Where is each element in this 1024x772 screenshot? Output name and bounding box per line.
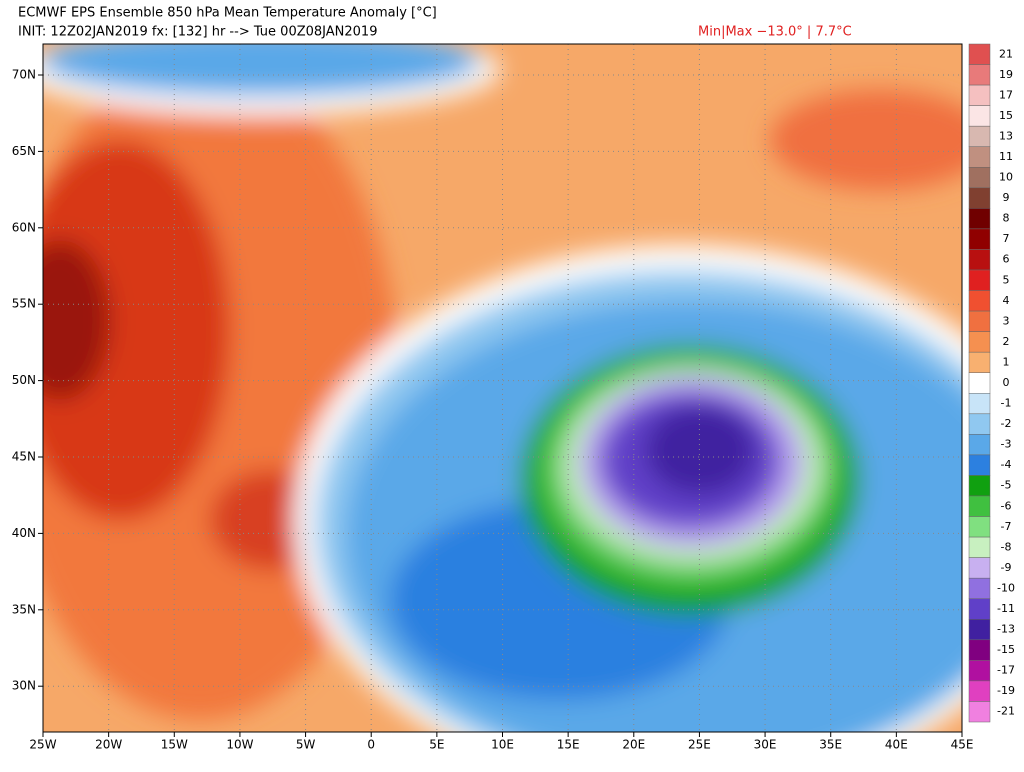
colorbar-label: 1 bbox=[1003, 355, 1010, 368]
min-max: Min|Max −13.0° | 7.7°C bbox=[698, 25, 852, 40]
colorbar-swatch bbox=[968, 208, 991, 230]
colorbar-label: 7 bbox=[1003, 232, 1010, 245]
colorbar-label: 0 bbox=[1003, 376, 1010, 389]
colorbar-swatch bbox=[968, 680, 991, 702]
colorbar-swatch bbox=[968, 228, 991, 250]
lon-label: 35E bbox=[819, 738, 842, 752]
colorbar-swatch bbox=[968, 454, 991, 476]
title: ECMWF EPS Ensemble 850 hPa Mean Temperat… bbox=[18, 6, 437, 21]
colorbar-label: 6 bbox=[1003, 253, 1010, 266]
colorbar-label: 3 bbox=[1003, 314, 1010, 327]
colorbar-swatch bbox=[968, 43, 991, 65]
colorbar-label: 8 bbox=[1003, 212, 1010, 225]
colorbar-swatch bbox=[968, 495, 991, 517]
colorbar-label: -7 bbox=[1001, 520, 1012, 533]
colorbar-swatch bbox=[968, 105, 991, 127]
colorbar-swatch bbox=[968, 331, 991, 353]
colorbar-label: 11 bbox=[999, 150, 1013, 163]
lat-label: 70N bbox=[12, 68, 36, 82]
colorbar-swatch bbox=[968, 64, 991, 86]
colorbar-label: 15 bbox=[999, 109, 1013, 122]
lon-label: 40E bbox=[885, 738, 908, 752]
colorbar-swatch bbox=[968, 167, 991, 189]
colorbar-swatch bbox=[968, 536, 991, 558]
colorbar-label: 17 bbox=[999, 88, 1013, 101]
colorbar-label: -11 bbox=[997, 602, 1015, 615]
colorbar-label: 2 bbox=[1003, 335, 1010, 348]
colorbar-label: 5 bbox=[1003, 273, 1010, 286]
colorbar-label: -13 bbox=[997, 623, 1015, 636]
colorbar-swatch bbox=[968, 660, 991, 682]
colorbar-label: 9 bbox=[1003, 191, 1010, 204]
lon-label: 45E bbox=[951, 738, 974, 752]
colorbar-swatch bbox=[968, 393, 991, 415]
colorbar-label: -21 bbox=[997, 705, 1015, 718]
colorbar-label: -4 bbox=[1001, 458, 1012, 471]
lon-label: 5W bbox=[296, 738, 316, 752]
colorbar-label: 19 bbox=[999, 68, 1013, 81]
colorbar-swatch bbox=[968, 125, 991, 147]
lat-label: 45N bbox=[12, 450, 36, 464]
colorbar-swatch bbox=[968, 598, 991, 620]
colorbar-label: 21 bbox=[999, 47, 1013, 60]
colorbar-label: -5 bbox=[1001, 479, 1012, 492]
map-field bbox=[43, 44, 962, 732]
lon-label: 10W bbox=[226, 738, 253, 752]
colorbar-swatch bbox=[968, 372, 991, 394]
colorbar-swatch bbox=[968, 413, 991, 435]
colorbar-swatch bbox=[968, 475, 991, 497]
colorbar-label: -1 bbox=[1001, 397, 1012, 410]
colorbar-label: 4 bbox=[1003, 294, 1010, 307]
colorbar-label: -17 bbox=[997, 664, 1015, 677]
lon-label: 25W bbox=[29, 738, 56, 752]
lon-label: 25E bbox=[688, 738, 711, 752]
colorbar-swatch bbox=[968, 639, 991, 661]
colorbar-label: -19 bbox=[997, 684, 1015, 697]
colorbar-swatch bbox=[968, 310, 991, 332]
colorbar-swatch bbox=[968, 577, 991, 599]
colorbar-swatch bbox=[968, 516, 991, 538]
colorbar-swatch bbox=[968, 619, 991, 641]
lon-label: 10E bbox=[491, 738, 514, 752]
colorbar-label: -9 bbox=[1001, 561, 1012, 574]
lat-label: 55N bbox=[12, 297, 36, 311]
colorbar-label: -3 bbox=[1001, 438, 1012, 451]
colorbar-label: -8 bbox=[1001, 540, 1012, 553]
colorbar-swatch bbox=[968, 84, 991, 106]
colorbar-swatch bbox=[968, 269, 991, 291]
lon-label: 0 bbox=[367, 738, 375, 752]
colorbar-label: -2 bbox=[1001, 417, 1012, 430]
colorbar-label: 10 bbox=[999, 171, 1013, 184]
lat-label: 40N bbox=[12, 526, 36, 540]
subtitle: INIT: 12Z02JAN2019 fx: [132] hr --> Tue … bbox=[18, 25, 377, 40]
lon-label: 15W bbox=[161, 738, 188, 752]
lat-label: 60N bbox=[12, 220, 36, 234]
colorbar-swatch bbox=[968, 557, 991, 579]
colorbar-swatch bbox=[968, 351, 991, 373]
colorbar-swatch bbox=[968, 146, 991, 168]
lon-label: 20E bbox=[622, 738, 645, 752]
lon-label: 5E bbox=[429, 738, 444, 752]
colorbar-swatch bbox=[968, 701, 991, 723]
colorbar-label: -6 bbox=[1001, 499, 1012, 512]
lat-label: 65N bbox=[12, 144, 36, 158]
colorbar-swatch bbox=[968, 187, 991, 209]
lon-label: 20W bbox=[95, 738, 122, 752]
lat-label: 30N bbox=[12, 679, 36, 693]
lon-label: 30E bbox=[754, 738, 777, 752]
colorbar-label: -15 bbox=[997, 643, 1015, 656]
lon-label: 15E bbox=[557, 738, 580, 752]
colorbar-swatch bbox=[968, 249, 991, 271]
colorbar-swatch bbox=[968, 434, 991, 456]
colorbar-swatch bbox=[968, 290, 991, 312]
lat-label: 50N bbox=[12, 373, 36, 387]
colorbar-label: -10 bbox=[997, 581, 1015, 594]
colorbar-label: 13 bbox=[999, 129, 1013, 142]
lat-label: 35N bbox=[12, 602, 36, 616]
